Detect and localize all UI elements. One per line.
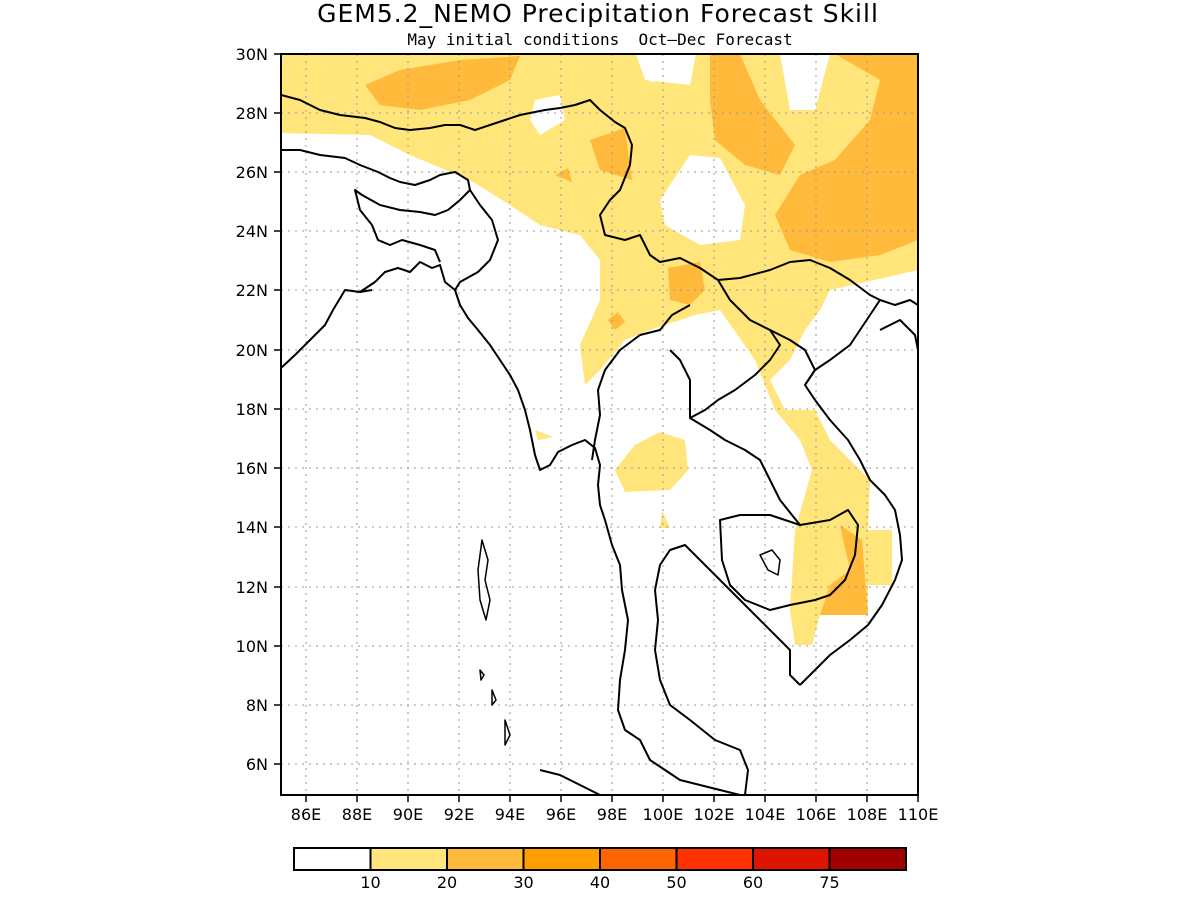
skill-region-10-20-b	[615, 432, 688, 492]
lon-axis: 86E 88E 90E 92E 94E 96E 98E 100E 102E 10…	[291, 795, 939, 824]
border-china-vietnam	[829, 267, 881, 301]
border-bhutan-nepal	[281, 94, 576, 131]
skill-region-20-30-f	[555, 168, 572, 182]
skill-region-20-30-a	[365, 56, 520, 110]
colorbar-label: 50	[666, 873, 686, 892]
lake-tonle-sap	[759, 549, 781, 576]
colorbar-label: 60	[743, 873, 763, 892]
border-india-bangladesh	[281, 149, 471, 263]
coastline-sumatra-tip	[539, 769, 601, 795]
coastline-india-west	[281, 289, 373, 369]
skill-region-10-20-c	[535, 430, 553, 440]
colorbar-label: 30	[513, 873, 533, 892]
skill-hole-b	[780, 54, 830, 110]
border-myanmar-india	[454, 189, 499, 291]
colorbar-label: 10	[360, 873, 380, 892]
lon-tick-label: 88E	[342, 805, 372, 824]
border-myanmar-china	[574, 99, 831, 281]
lat-tick-label: 28N	[236, 104, 268, 123]
lat-tick-label: 26N	[236, 163, 268, 182]
colorbar-swatch	[369, 847, 448, 871]
border-thailand-laos	[669, 279, 781, 419]
border-myanmar-thailand	[591, 304, 691, 461]
skill-hole-c	[638, 54, 694, 82]
lon-tick-label: 96E	[546, 805, 576, 824]
lat-tick-label: 12N	[236, 578, 268, 597]
skill-region-20-30-e	[668, 262, 705, 305]
colorbar-label: 20	[437, 873, 457, 892]
skill-region-20-30-d	[590, 128, 632, 180]
border-thailand-cambodia	[689, 417, 801, 526]
lat-tick-label: 20N	[236, 341, 268, 360]
skill-region-10-20	[281, 54, 918, 645]
coastline-bay-head	[359, 261, 456, 293]
lat-tick-label: 10N	[236, 637, 268, 656]
colorbar-swatch	[522, 847, 601, 871]
skill-hole-d	[530, 95, 565, 135]
lat-tick-label: 8N	[246, 696, 268, 715]
coastline-vietnam-south	[799, 299, 918, 686]
lon-tick-label: 92E	[444, 805, 474, 824]
coastline-hainan	[879, 319, 918, 351]
lat-tick-label: 30N	[236, 45, 268, 64]
colorbar-swatch	[599, 847, 678, 871]
lon-tick-label: 98E	[597, 805, 627, 824]
colorbar: 10 20 30 40 50 60 75	[293, 847, 907, 892]
plot-title: GEM5.2_NEMO Precipitation Forecast Skill	[317, 0, 879, 28]
map-outlines	[281, 94, 918, 795]
border-laos-vietnam	[769, 329, 816, 386]
lon-tick-label: 102E	[694, 805, 735, 824]
colorbar-swatch	[828, 847, 907, 871]
colorbar-swatch	[752, 847, 831, 871]
lat-tick-label: 16N	[236, 459, 268, 478]
island-andaman	[477, 539, 491, 621]
lon-tick-label: 90E	[393, 805, 423, 824]
skill-region-20-30-c	[775, 54, 918, 262]
skill-region-20-30-b	[710, 54, 795, 175]
colorbar-swatch	[293, 847, 372, 871]
lon-tick-label: 104E	[745, 805, 786, 824]
colorbar-label: 40	[590, 873, 610, 892]
skill-hole-a	[660, 155, 745, 245]
plot-subtitle: May initial conditions Oct—Dec Forecast	[407, 30, 792, 49]
lon-tick-label: 110E	[898, 805, 939, 824]
colorbar-label: 75	[819, 873, 839, 892]
colorbar-swatch	[675, 847, 754, 871]
lat-tick-label: 6N	[246, 755, 268, 774]
lon-tick-label: 106E	[796, 805, 837, 824]
lat-tick-label: 18N	[236, 400, 268, 419]
lon-tick-label: 108E	[847, 805, 888, 824]
lon-tick-label: 94E	[495, 805, 525, 824]
island-nicobar	[479, 669, 511, 746]
colorbar-swatch	[446, 847, 525, 871]
gridlines	[281, 54, 918, 795]
coastline-gulf-thailand	[654, 544, 801, 795]
skill-region-20-30-g	[608, 312, 625, 330]
lat-tick-label: 22N	[236, 281, 268, 300]
coastline-peninsula-west	[604, 519, 741, 795]
lat-tick-label: 14N	[236, 518, 268, 537]
lat-tick-label: 24N	[236, 222, 268, 241]
lat-axis: 30N 28N 26N 24N 22N 20N 18N 16N 14N 12N …	[236, 45, 281, 774]
lon-tick-label: 100E	[643, 805, 684, 824]
lon-tick-label: 86E	[291, 805, 321, 824]
map-frame	[280, 53, 919, 796]
border-cambodia	[719, 509, 859, 611]
coastline-myanmar-west	[454, 289, 606, 521]
